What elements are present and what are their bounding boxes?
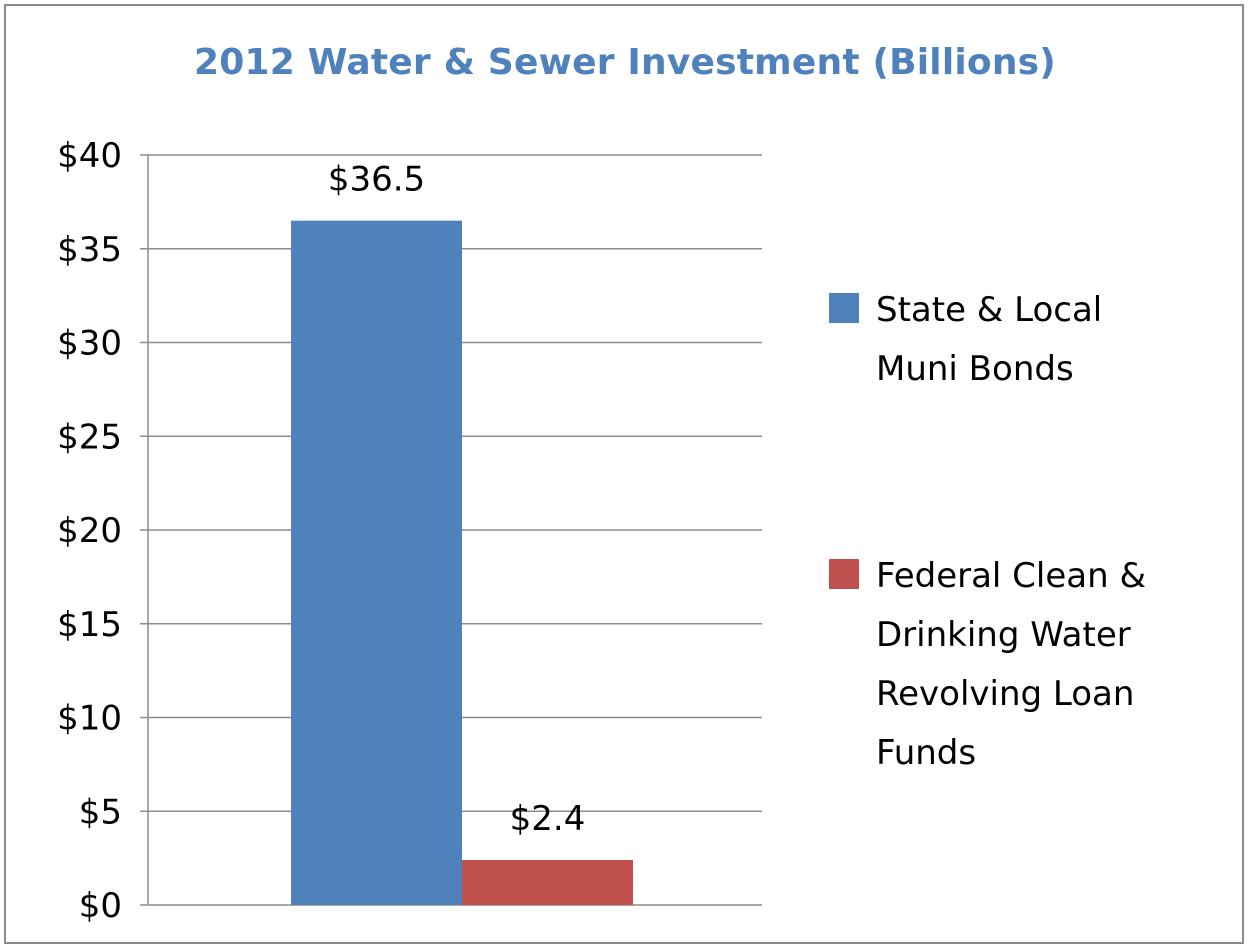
- y-tick-label: $0: [79, 886, 122, 926]
- bar-1: [291, 220, 462, 905]
- data-label-1: $36.5: [328, 160, 425, 200]
- chart-title: 2012 Water & Sewer Investment (Billions): [194, 42, 1056, 83]
- legend-label-2: Funds: [876, 733, 976, 773]
- y-tick-label: $30: [57, 324, 122, 364]
- legend-label-2: Drinking Water: [876, 615, 1131, 655]
- legend-label-2: Federal Clean &: [876, 556, 1146, 596]
- legend-label-1: Muni Bonds: [876, 349, 1074, 389]
- legend-label-1: State & Local: [876, 290, 1102, 330]
- bar-2: [462, 860, 633, 905]
- y-tick-label: $40: [57, 136, 122, 176]
- data-label-2: $2.4: [510, 799, 586, 839]
- y-tick-label: $10: [57, 699, 122, 739]
- y-tick-label: $5: [79, 792, 122, 832]
- legend-swatch-2: [829, 559, 859, 589]
- y-tick-label: $20: [57, 511, 122, 551]
- chart-frame: [4, 4, 1244, 944]
- legend-swatch-1: [829, 293, 859, 323]
- y-tick-label: $25: [57, 417, 122, 457]
- legend-label-2: Revolving Loan: [876, 674, 1134, 714]
- y-tick-label: $15: [57, 605, 122, 645]
- y-tick-label: $35: [57, 230, 122, 270]
